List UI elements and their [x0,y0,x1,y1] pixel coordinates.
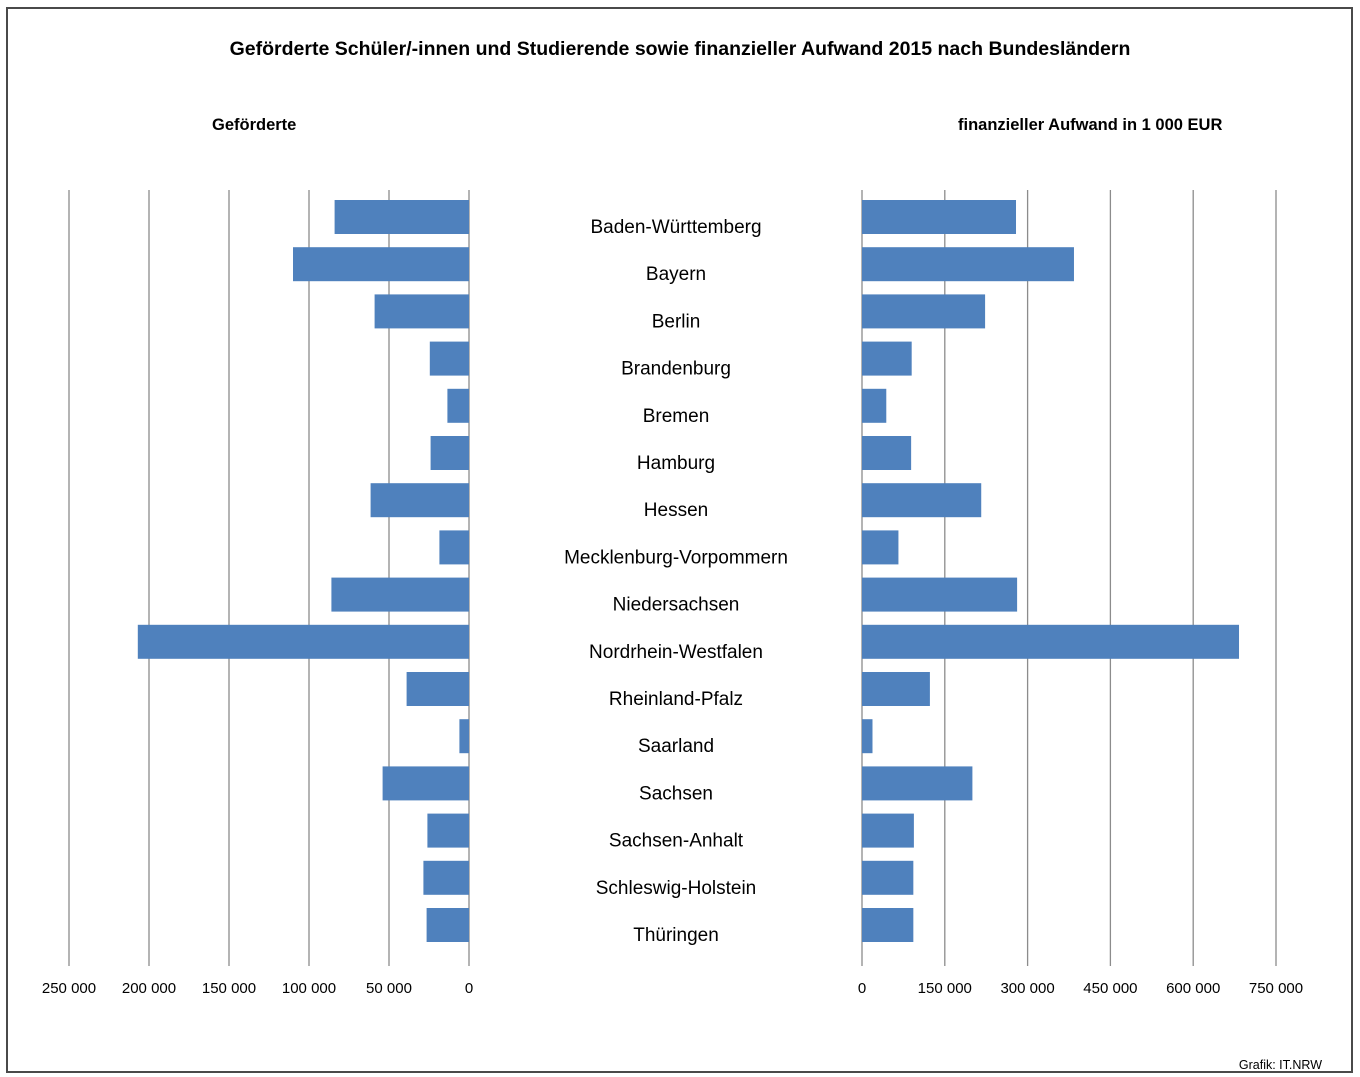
right-tick-label: 150 000 [918,980,972,997]
left-bar [370,483,469,518]
right-bar [862,247,1074,282]
right-bar [862,766,973,801]
category-label: Rheinland-Pfalz [609,689,743,710]
right-bars [862,200,1240,942]
category-label: Niedersachsen [613,595,740,616]
left-bar [331,577,469,612]
left-tick-label: 50 000 [366,980,412,997]
right-bar [862,388,887,423]
category-label: Baden-Württemberg [590,217,761,238]
chart-title: Geförderte Schüler/-innen und Studierend… [229,38,1131,60]
left-bar [427,813,469,848]
category-label: Sachsen-Anhalt [609,831,744,852]
left-bar [137,624,470,659]
right-bar [862,530,899,565]
right-bar [862,200,1017,234]
category-label: Saarland [638,736,714,757]
category-label: Thüringen [633,925,719,946]
left-tick-label: 0 [465,980,473,997]
right-tick-labels: 0 150 000 300 000 450 000 600 000 750 000 [858,980,1303,997]
right-tick-label: 0 [858,980,866,997]
left-bar [447,388,469,423]
left-bar [430,436,469,470]
left-bar [429,341,469,376]
category-label: Nordrhein-Westfalen [589,642,763,663]
left-bar [426,908,469,942]
left-tick-label: 100 000 [282,980,336,997]
category-label: Hessen [644,500,708,521]
right-tick-label: 750 000 [1249,980,1303,997]
left-tick-label: 150 000 [202,980,256,997]
left-bar [293,247,469,282]
right-bar [862,436,912,470]
right-bar [862,294,986,329]
left-tick-label: 200 000 [122,980,176,997]
right-bar [862,672,930,706]
right-tick-label: 600 000 [1166,980,1220,997]
right-bar [862,577,1018,612]
right-bar [862,483,982,518]
category-label: Bayern [646,264,706,285]
right-bar [862,860,914,895]
left-panel-label: Geförderte [212,116,297,134]
left-bar [334,200,469,234]
right-panel-label: finanzieller Aufwand in 1 000 EUR [958,116,1223,134]
category-label: Berlin [652,311,701,332]
chart-frame [6,7,1353,1073]
left-bar [439,530,469,565]
category-label: Mecklenburg-Vorpommern [564,547,788,568]
right-bar [862,341,912,376]
category-labels: Baden-Württemberg Bayern Berlin Brandenburg… [564,217,788,946]
category-label: Hamburg [637,453,715,474]
left-bar [374,294,469,329]
left-bar [406,672,469,706]
category-label: Sachsen [639,783,713,804]
left-tick-label: 250 000 [42,980,96,997]
left-bars [137,200,470,942]
category-label: Bremen [643,406,710,427]
left-bar [423,860,469,895]
right-bar [862,908,914,942]
category-label: Schleswig-Holstein [596,878,757,899]
right-tick-label: 450 000 [1083,980,1137,997]
category-label: Brandenburg [621,359,731,380]
left-bar [459,719,469,754]
source-note: Grafik: IT.NRW [1238,1058,1322,1072]
right-bar [862,719,873,754]
left-bar [382,766,469,801]
right-tick-label: 300 000 [1000,980,1054,997]
right-bar [862,813,914,848]
left-tick-labels: 0 50 000 100 000 150 000 200 000 250 000 [42,980,473,997]
right-bar [862,624,1240,659]
